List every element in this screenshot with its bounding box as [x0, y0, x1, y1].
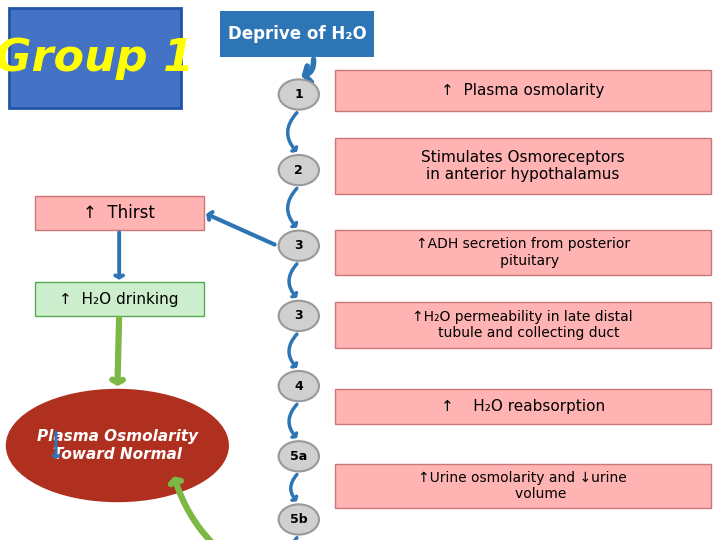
Circle shape [279, 155, 319, 185]
Circle shape [279, 371, 319, 401]
Text: ↑  Thirst: ↑ Thirst [84, 204, 155, 222]
FancyBboxPatch shape [9, 8, 181, 108]
Text: 2: 2 [294, 164, 303, 177]
FancyBboxPatch shape [335, 389, 711, 424]
Circle shape [279, 231, 319, 261]
FancyBboxPatch shape [335, 464, 711, 508]
Text: Deprive of H₂O: Deprive of H₂O [228, 25, 366, 43]
Text: Plasma Osmolarity
Toward Normal: Plasma Osmolarity Toward Normal [37, 429, 198, 462]
FancyBboxPatch shape [35, 196, 204, 229]
Ellipse shape [6, 389, 229, 502]
FancyBboxPatch shape [335, 230, 711, 275]
Circle shape [279, 504, 319, 535]
Text: 4: 4 [294, 380, 303, 393]
Text: ↑Urine osmolarity and ↓urine
        volume: ↑Urine osmolarity and ↓urine volume [418, 471, 627, 501]
Text: 5a: 5a [290, 450, 307, 463]
FancyBboxPatch shape [335, 302, 711, 348]
FancyBboxPatch shape [335, 138, 711, 194]
Text: ↑  H₂O drinking: ↑ H₂O drinking [60, 292, 179, 307]
Text: ↑  Plasma osmolarity: ↑ Plasma osmolarity [441, 83, 604, 98]
Circle shape [279, 301, 319, 331]
Text: 1: 1 [294, 88, 303, 101]
Text: ↑    H₂O reabsorption: ↑ H₂O reabsorption [441, 399, 605, 414]
Text: Stimulates Osmoreceptors
in anterior hypothalamus: Stimulates Osmoreceptors in anterior hyp… [421, 150, 624, 183]
FancyBboxPatch shape [35, 282, 204, 316]
Circle shape [279, 441, 319, 471]
Circle shape [279, 79, 319, 110]
Text: 5b: 5b [290, 513, 307, 526]
FancyBboxPatch shape [335, 70, 711, 111]
Text: 3: 3 [294, 239, 303, 252]
Text: Group 1: Group 1 [0, 37, 194, 79]
Text: ↑ADH secretion from posterior
   pituitary: ↑ADH secretion from posterior pituitary [415, 238, 630, 267]
Text: 3: 3 [294, 309, 303, 322]
FancyBboxPatch shape [220, 11, 374, 57]
Text: ↑H₂O permeability in late distal
   tubule and collecting duct: ↑H₂O permeability in late distal tubule … [413, 310, 633, 340]
